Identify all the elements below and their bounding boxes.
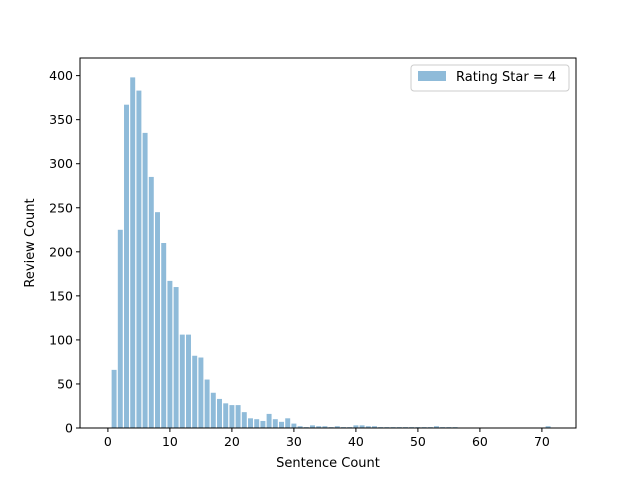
bar: [217, 398, 222, 428]
y-tick-label: 150: [49, 288, 73, 303]
y-tick-label: 250: [49, 200, 73, 215]
y-tick-label: 0: [65, 421, 73, 436]
bar: [229, 405, 235, 428]
bar: [285, 418, 291, 428]
bar: [192, 355, 198, 428]
bar: [291, 423, 297, 428]
bar: [161, 243, 167, 428]
bar: [198, 357, 204, 428]
bar: [173, 287, 179, 428]
bar: [210, 392, 216, 428]
legend-label: Rating Star = 4: [456, 70, 556, 85]
plot-area: [80, 58, 576, 428]
bar: [204, 379, 210, 428]
y-axis-label: Review Count: [23, 198, 38, 287]
bar: [111, 369, 117, 428]
legend: Rating Star = 4: [410, 64, 570, 92]
bar: [167, 280, 173, 428]
bar: [297, 426, 303, 428]
bar: [186, 334, 191, 428]
bar: [241, 412, 247, 428]
bar: [254, 419, 260, 428]
bar: [310, 425, 315, 428]
x-tick-label: 60: [472, 434, 488, 449]
y-tick-label: 400: [49, 68, 73, 83]
legend-box: [410, 64, 570, 92]
bar: [359, 425, 365, 428]
y-axis-ticks: 0 50 100 150 200 250 300 350 400: [49, 68, 80, 436]
bar: [124, 104, 129, 428]
bar: [130, 77, 136, 428]
bar: [117, 229, 123, 428]
bar: [266, 413, 272, 428]
x-tick-label: 10: [162, 434, 178, 449]
legend-swatch: [418, 71, 446, 81]
bar: [142, 132, 148, 428]
bar: [334, 426, 340, 428]
bar: [248, 418, 253, 428]
bar-group: [111, 77, 551, 428]
x-tick-label: 30: [286, 434, 302, 449]
bar: [260, 420, 266, 428]
y-tick-label: 200: [49, 244, 73, 259]
y-tick-label: 50: [57, 376, 73, 391]
bar: [434, 426, 439, 428]
x-axis-label: Sentence Count: [276, 456, 380, 471]
y-tick-label: 300: [49, 156, 73, 171]
bar: [322, 426, 328, 428]
bar: [545, 426, 551, 428]
bar: [279, 421, 284, 428]
bar: [372, 426, 377, 428]
bar: [223, 403, 229, 428]
bar: [179, 334, 185, 428]
x-axis-ticks: 0 10 20 30 40 50 60 70: [104, 428, 550, 449]
bar: [136, 90, 142, 428]
x-tick-label: 50: [410, 434, 426, 449]
x-tick-label: 20: [224, 434, 240, 449]
y-tick-label: 350: [49, 112, 73, 127]
x-tick-label: 70: [534, 434, 550, 449]
bar: [353, 425, 359, 428]
plot-frame: [79, 57, 577, 429]
x-tick-label: 0: [104, 434, 112, 449]
bar: [316, 426, 322, 428]
bar: [365, 426, 371, 428]
x-tick-label: 40: [348, 434, 364, 449]
bar: [155, 212, 160, 428]
bar: [272, 419, 278, 428]
y-tick-label: 100: [49, 332, 73, 347]
bar: [235, 405, 241, 428]
bar: [148, 176, 154, 428]
